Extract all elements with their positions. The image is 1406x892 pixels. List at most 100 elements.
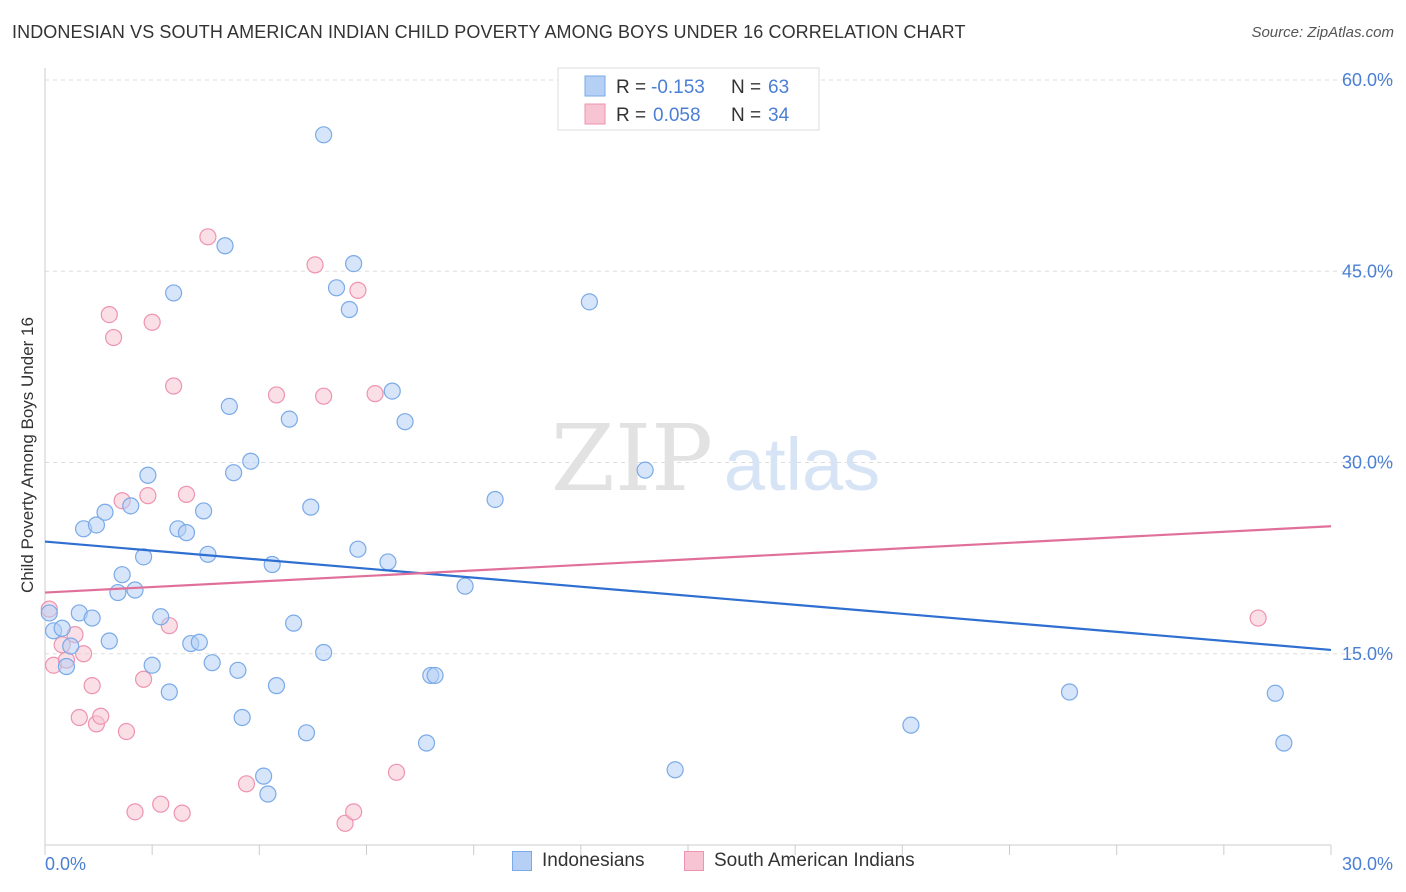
data-point-indonesians[interactable]: [267, 677, 286, 695]
data-point-south-american-indians[interactable]: [315, 387, 333, 405]
data-point-indonesians[interactable]: [302, 498, 320, 516]
data-point-indonesians[interactable]: [83, 609, 101, 627]
source-label: Source: ZipAtlas.com: [1251, 24, 1394, 41]
data-point-indonesians[interactable]: [233, 708, 251, 727]
data-point-south-american-indians[interactable]: [139, 487, 157, 505]
watermark-zip: ZIP: [551, 405, 713, 512]
data-point-south-american-indians[interactable]: [237, 775, 256, 793]
data-point-indonesians[interactable]: [190, 633, 208, 651]
data-point-indonesians[interactable]: [87, 516, 106, 534]
y-tick-label: 30.0%: [1342, 453, 1393, 473]
data-point-indonesians[interactable]: [242, 452, 260, 470]
data-point-indonesians[interactable]: [426, 666, 444, 685]
data-point-indonesians[interactable]: [143, 656, 161, 674]
data-point-indonesians[interactable]: [165, 284, 183, 302]
bottom-legend: Indonesians South American Indians: [0, 850, 1406, 880]
data-point-indonesians[interactable]: [666, 761, 684, 779]
data-point-south-american-indians[interactable]: [83, 677, 101, 695]
data-point-south-american-indians[interactable]: [126, 803, 144, 821]
data-point-indonesians[interactable]: [349, 540, 367, 558]
data-point-indonesians[interactable]: [126, 581, 144, 599]
data-point-indonesians[interactable]: [57, 657, 76, 676]
data-point-indonesians[interactable]: [96, 503, 114, 521]
data-point-indonesians[interactable]: [280, 410, 298, 428]
x-tick-label: 0.0%: [45, 854, 86, 874]
data-point-indonesians[interactable]: [580, 293, 599, 311]
data-point-indonesians[interactable]: [486, 490, 504, 509]
data-point-south-american-indians[interactable]: [74, 645, 93, 663]
y-tick-label: 60.0%: [1342, 70, 1393, 90]
data-point-indonesians[interactable]: [1060, 683, 1079, 701]
data-point-indonesians[interactable]: [259, 785, 277, 803]
legend-swatch-blue: [512, 851, 532, 871]
data-point-indonesians[interactable]: [203, 654, 221, 672]
stats-swatch-pink: [584, 103, 606, 125]
data-point-indonesians[interactable]: [40, 604, 58, 622]
stats-r-value: 0.058: [653, 105, 701, 126]
data-point-indonesians[interactable]: [396, 413, 414, 431]
data-point-indonesians[interactable]: [62, 637, 80, 655]
stats-r-value: -0.153: [651, 77, 705, 98]
data-point-south-american-indians[interactable]: [267, 386, 286, 404]
data-point-south-american-indians[interactable]: [92, 707, 110, 725]
data-point-indonesians[interactable]: [160, 683, 178, 701]
series-south-american-indians: [40, 228, 1267, 832]
data-point-indonesians[interactable]: [345, 255, 363, 273]
legend-item-indonesians[interactable]: Indonesians: [512, 850, 644, 872]
data-point-south-american-indians[interactable]: [336, 814, 354, 832]
data-point-south-american-indians[interactable]: [387, 763, 406, 781]
data-point-south-american-indians[interactable]: [152, 795, 170, 813]
data-point-south-american-indians[interactable]: [165, 377, 183, 395]
data-point-indonesians[interactable]: [53, 619, 71, 637]
data-point-south-american-indians[interactable]: [1249, 609, 1267, 627]
data-point-indonesians[interactable]: [327, 279, 346, 297]
data-point-south-american-indians[interactable]: [104, 328, 123, 347]
data-point-indonesians[interactable]: [456, 577, 474, 595]
data-point-indonesians[interactable]: [122, 497, 140, 515]
data-point-indonesians[interactable]: [225, 464, 243, 482]
data-point-indonesians[interactable]: [100, 632, 118, 650]
data-point-indonesians[interactable]: [1275, 734, 1293, 752]
data-point-indonesians[interactable]: [383, 382, 401, 400]
data-point-south-american-indians[interactable]: [143, 313, 161, 331]
gridlines: [45, 79, 1393, 655]
data-point-south-american-indians[interactable]: [117, 722, 136, 741]
data-point-south-american-indians[interactable]: [173, 804, 191, 822]
chart-title: INDONESIAN VS SOUTH AMERICAN INDIAN CHIL…: [12, 22, 966, 42]
data-point-indonesians[interactable]: [636, 461, 654, 479]
data-point-indonesians[interactable]: [315, 643, 333, 662]
y-tick-label: 15.0%: [1342, 644, 1393, 664]
data-point-south-american-indians[interactable]: [349, 281, 367, 299]
x-tick-labels: 0.0% 30.0%: [45, 854, 1393, 874]
data-point-indonesians[interactable]: [255, 767, 273, 785]
data-point-south-american-indians[interactable]: [100, 306, 118, 324]
data-point-south-american-indians[interactable]: [366, 385, 384, 403]
y-axis-label: Child Poverty Among Boys Under 16: [18, 317, 37, 593]
data-point-south-american-indians[interactable]: [134, 670, 153, 688]
stats-legend: R = -0.153 N = 63 R = 0.058 N = 34: [557, 67, 820, 131]
legend-item-south-american-indians[interactable]: South American Indians: [684, 850, 915, 872]
data-point-south-american-indians[interactable]: [306, 256, 324, 274]
data-point-indonesians[interactable]: [216, 237, 234, 255]
data-point-indonesians[interactable]: [109, 583, 127, 602]
data-point-indonesians[interactable]: [379, 553, 397, 571]
data-point-indonesians[interactable]: [195, 502, 213, 520]
data-point-south-american-indians[interactable]: [70, 708, 88, 727]
data-point-south-american-indians[interactable]: [177, 485, 196, 503]
data-point-indonesians[interactable]: [297, 724, 316, 742]
data-point-indonesians[interactable]: [1266, 684, 1284, 702]
data-point-indonesians[interactable]: [229, 661, 247, 679]
data-point-indonesians[interactable]: [152, 608, 170, 626]
data-point-south-american-indians[interactable]: [199, 228, 217, 246]
data-point-indonesians[interactable]: [315, 126, 333, 144]
data-point-indonesians[interactable]: [902, 716, 920, 734]
data-point-indonesians[interactable]: [285, 614, 303, 632]
data-point-indonesians[interactable]: [263, 555, 281, 574]
data-point-indonesians[interactable]: [113, 566, 131, 584]
data-point-indonesians[interactable]: [139, 466, 157, 484]
data-point-south-american-indians[interactable]: [345, 803, 363, 821]
data-point-indonesians[interactable]: [177, 524, 196, 542]
data-point-indonesians[interactable]: [340, 300, 358, 319]
data-point-indonesians[interactable]: [220, 397, 238, 415]
data-point-indonesians[interactable]: [417, 734, 436, 752]
